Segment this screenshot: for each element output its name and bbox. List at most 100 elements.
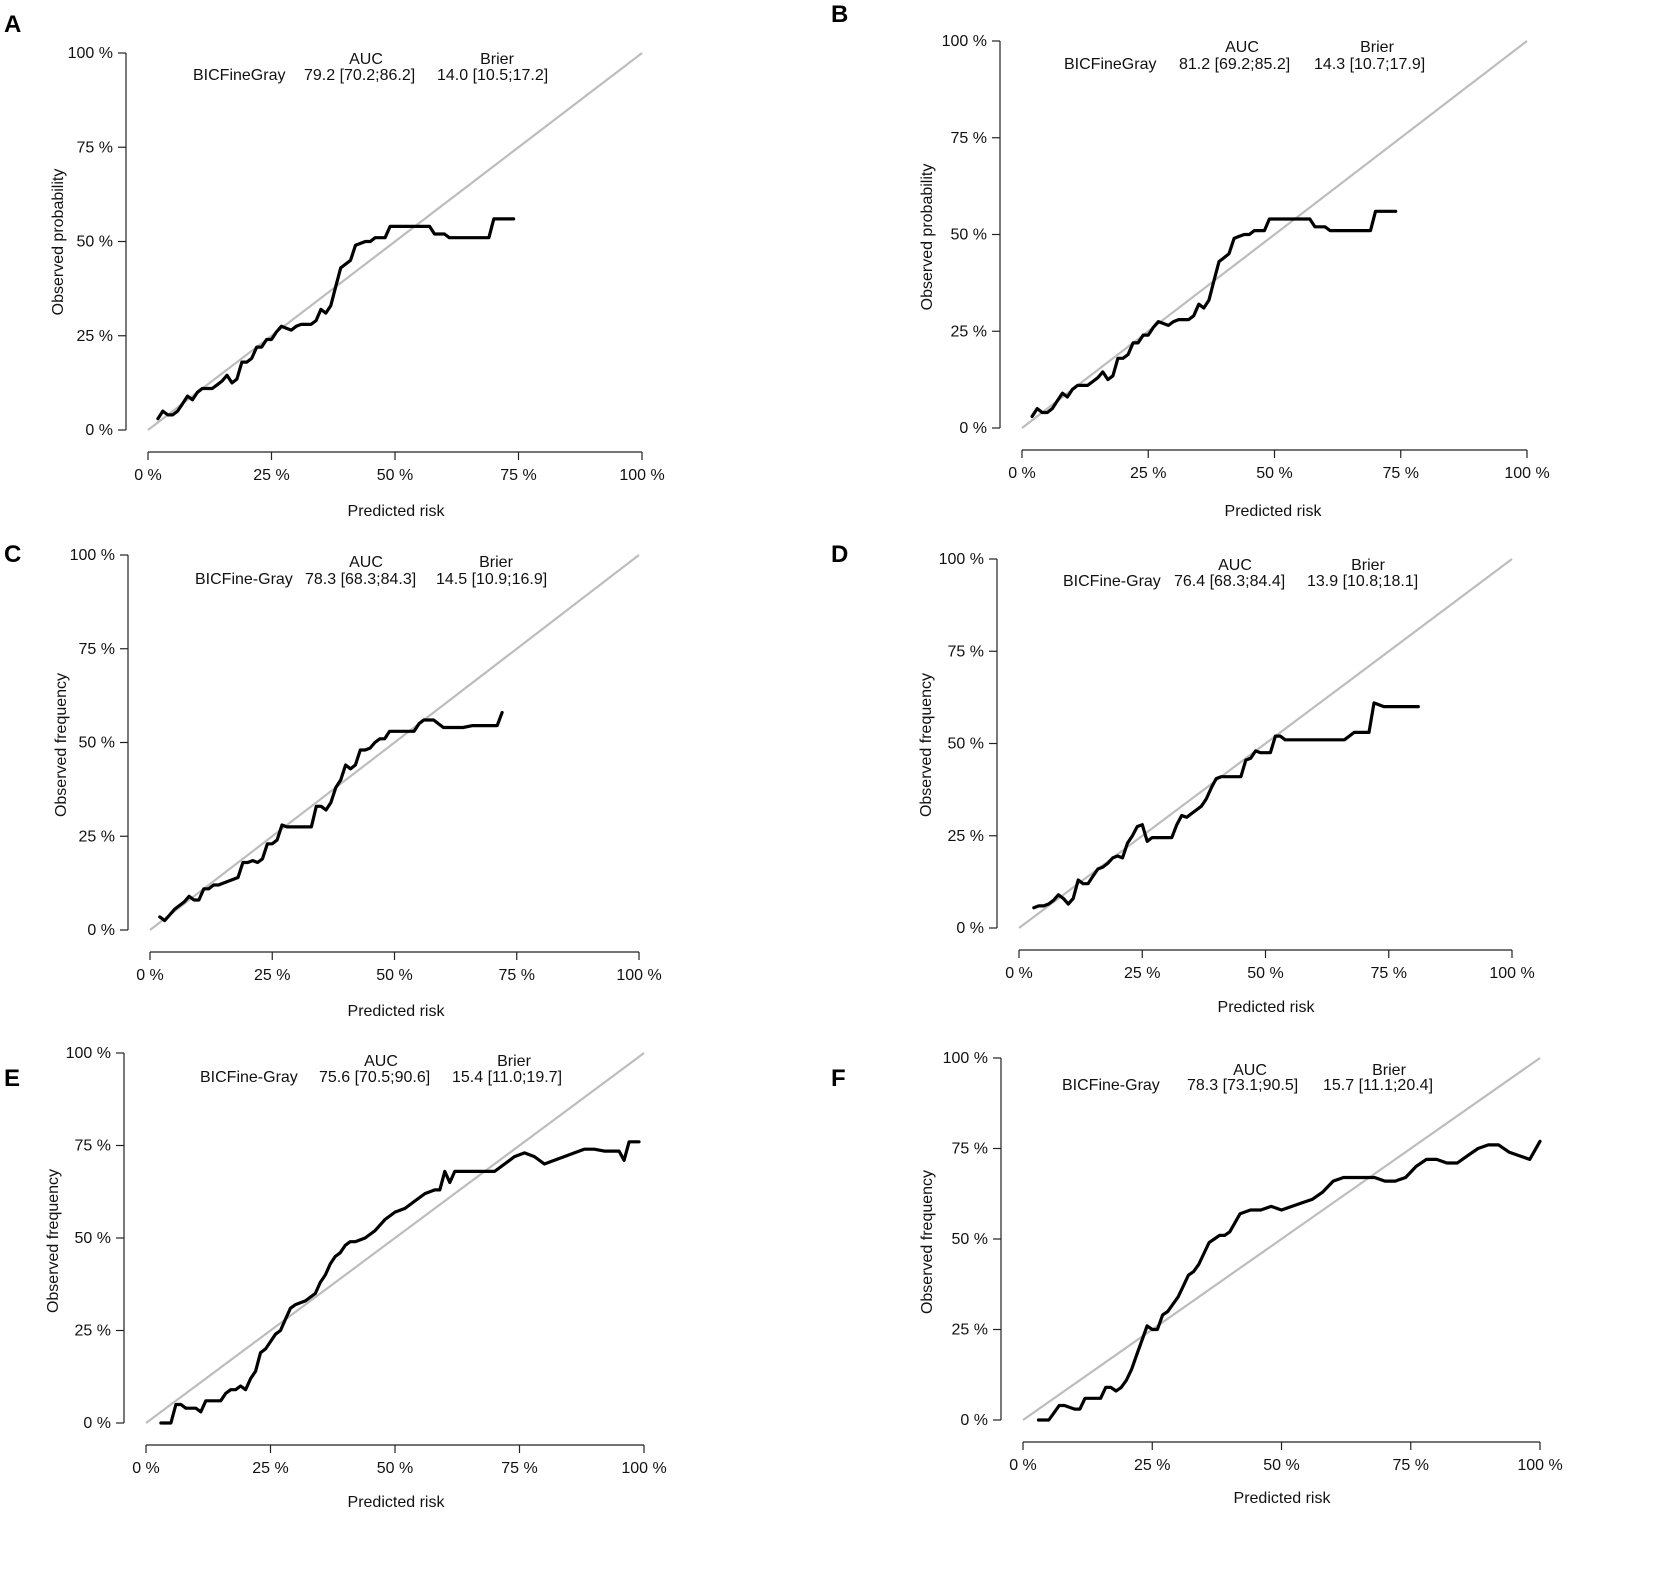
y-tick-label: 0 % [956,920,984,937]
y-tick-label: 100 % [66,1045,111,1062]
x-tick-label: 75 % [499,967,535,984]
x-tick-label: 0 % [1005,965,1033,982]
legend-brier-value: 15.4 [11.0;19.7] [452,1069,562,1086]
x-axis-title: Predicted risk [348,503,446,520]
legend-auc-value: 76.4 [68.3;84.4] [1174,573,1285,590]
x-tick-label: 25 % [253,467,289,484]
panel-label: A [4,11,21,38]
calibration-curve [156,217,516,421]
y-tick-label: 0 % [959,420,987,437]
panel-e: E AUC Brier BICFine-Gray 75.6 [70.5;90.6… [0,1045,827,1596]
x-tick-label: 75 % [1393,1457,1429,1474]
x-tick-label: 50 % [1256,465,1292,482]
legend-brier-header: Brier [479,554,513,571]
x-tick-label: 25 % [254,967,290,984]
x-tick-label: 75 % [501,1460,537,1477]
legend-model-name: BICFineGray [1064,56,1156,73]
x-tick-label: 50 % [377,1460,413,1477]
panel-label: D [831,541,848,568]
y-tick-label: 25 % [79,828,115,845]
calibration-curve [1030,209,1398,418]
y-tick-label: 50 % [952,1231,988,1248]
y-tick-label: 100 % [943,1050,988,1067]
legend-model-name: BICFine-Gray [200,1069,298,1086]
x-tick-label: 75 % [1383,465,1419,482]
legend-brier-header: Brier [1351,557,1385,574]
x-tick-label: 25 % [1124,965,1160,982]
y-tick-label: 25 % [951,323,987,340]
legend-brier-header: Brier [1372,1062,1406,1079]
y-tick-label: 0 % [83,1415,111,1432]
x-tick-label: 0 % [1008,465,1036,482]
legend-auc-header: AUC [1218,557,1252,574]
legend-brier-value: 14.0 [10.5;17.2] [437,67,548,84]
legend-model-name: BICFine-Gray [195,571,293,588]
reference-diagonal-line [1021,40,1528,429]
y-tick-label: 100 % [68,45,113,62]
calibration-plot-f: F AUC Brier BICFine-Gray 78.3 [73.1;90.5… [831,1050,1563,1507]
legend-model-name: BICFine-Gray [1062,1077,1160,1094]
panel-label: C [4,541,21,568]
panel-label: B [831,1,848,28]
legend-auc-value: 79.2 [70.2;86.2] [304,67,415,84]
x-tick-label: 100 % [616,967,661,984]
panel-f: F AUC Brier BICFine-Gray 78.3 [73.1;90.5… [827,1050,1654,1596]
legend-auc-value: 81.2 [69.2;85.2] [1179,56,1290,73]
calibration-curve [159,1140,641,1425]
y-tick-label: 75 % [951,130,987,147]
y-tick-label: 0 % [87,922,115,939]
x-axis-title: Predicted risk [348,1494,446,1511]
reference-diagonal-line [147,52,643,431]
calibration-plot-a: A AUC Brier BICFineGray 79.2 [70.2;86.2]… [4,11,665,520]
calibration-plot-b: B AUC Brier BICFineGray 81.2 [69.2;85.2]… [831,1,1550,520]
panel-label: F [831,1065,846,1092]
y-tick-label: 75 % [75,1138,111,1155]
calibration-plot-d: D AUC Brier BICFine-Gray 76.4 [68.3;84.4… [831,541,1535,1016]
legend-auc-value: 78.3 [73.1;90.5] [1187,1077,1298,1094]
x-axis-title: Predicted risk [1234,1490,1332,1507]
legend-brier-header: Brier [497,1053,531,1070]
y-axis-title: Observed probability [919,164,936,311]
y-tick-label: 100 % [939,551,984,568]
x-axis-title: Predicted risk [348,1003,446,1020]
legend-auc-header: AUC [1233,1062,1267,1079]
panel-c: C AUC Brier BICFine-Gray 78.3 [68.3;84.3… [0,532,827,1064]
y-tick-label: 75 % [77,139,113,156]
legend-auc-value: 78.3 [68.3;84.3] [305,571,416,588]
x-tick-label: 100 % [1489,965,1534,982]
x-tick-label: 25 % [252,1460,288,1477]
legend-brier-header: Brier [480,51,514,68]
legend-brier-value: 14.3 [10.7;17.9] [1314,56,1425,73]
legend-brier-value: 15.7 [11.1;20.4] [1323,1077,1433,1094]
y-axis-title: Observed frequency [918,673,935,817]
panel-a: A AUC Brier BICFineGray 79.2 [70.2;86.2]… [0,0,827,532]
y-tick-label: 50 % [951,227,987,244]
reference-diagonal-line [1018,558,1513,929]
calibration-curve [1036,1139,1542,1422]
x-tick-label: 100 % [1504,465,1549,482]
panel-d: D AUC Brier BICFine-Gray 76.4 [68.3;84.4… [827,532,1654,1064]
y-tick-label: 75 % [79,641,115,658]
panel-b: B AUC Brier BICFineGray 81.2 [69.2;85.2]… [827,0,1654,532]
y-tick-label: 50 % [79,735,115,752]
legend-model-name: BICFine-Gray [1063,573,1161,590]
reference-diagonal-line [1022,1057,1541,1421]
x-tick-label: 50 % [376,967,412,984]
y-axis-title: Observed probability [50,169,67,316]
y-tick-label: 25 % [77,328,113,345]
y-tick-label: 100 % [70,547,115,564]
calibration-curve [158,710,504,923]
x-tick-label: 0 % [1009,1457,1037,1474]
legend-auc-header: AUC [364,1053,398,1070]
x-tick-label: 50 % [1247,965,1283,982]
x-tick-label: 100 % [619,467,664,484]
reference-diagonal-line [145,1052,645,1424]
legend-brier-header: Brier [1360,39,1394,56]
calibration-curve [1032,701,1420,910]
y-tick-label: 75 % [948,643,984,660]
reference-diagonal-line [149,554,640,931]
legend-auc-value: 75.6 [70.5;90.6] [319,1069,430,1086]
y-axis-title: Observed frequency [53,673,70,817]
legend-brier-value: 14.5 [10.9;16.9] [436,571,547,588]
y-axis-title: Observed frequency [45,1169,62,1313]
